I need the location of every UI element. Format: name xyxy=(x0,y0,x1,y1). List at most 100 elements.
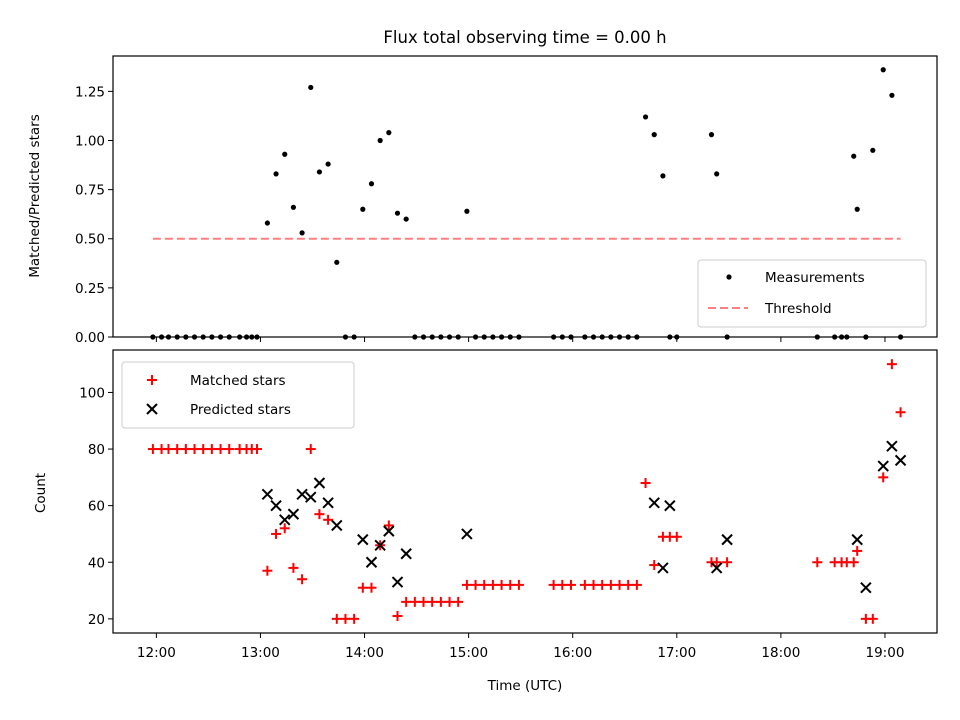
count-chart-axes: 20 40 60 80 100 12:00 13:00 14:00 15:00 16:00 17:0… xyxy=(79,349,938,661)
measurement-point xyxy=(360,206,366,212)
predicted-star-marker-b xyxy=(648,497,660,509)
legend-measurements-marker xyxy=(726,274,732,280)
measurement-point xyxy=(660,173,666,179)
matched-star-marker xyxy=(614,579,625,590)
matched-star-marker xyxy=(852,545,863,556)
ratio-y-tick-label: 0.25 xyxy=(75,281,105,297)
predicted-star-marker-b xyxy=(313,477,326,489)
predicted-star-marker-b xyxy=(461,528,473,540)
predicted-star-marker xyxy=(894,454,907,467)
measurement-point xyxy=(642,114,649,120)
measurement-point xyxy=(403,216,409,222)
predicted-star-marker xyxy=(365,556,378,568)
ratio-y-tick-label: 1.25 xyxy=(75,84,105,100)
matched-star-marker xyxy=(711,557,722,568)
ratio-chart-legend-frame xyxy=(697,259,927,328)
measurement-point xyxy=(290,204,297,210)
count-x-tick-label: 15:00 xyxy=(449,645,488,661)
count-y-tick-label: 20 xyxy=(88,612,105,628)
measurement-point xyxy=(299,230,305,236)
matched-star-marker xyxy=(383,520,394,531)
legend-matched-marker xyxy=(147,375,157,385)
matched-star-marker xyxy=(631,579,642,590)
measurement-point xyxy=(377,137,383,144)
measurement-point xyxy=(273,171,279,177)
predicted-star-marker xyxy=(400,548,412,560)
matched-star-marker xyxy=(461,579,472,590)
predicted-star-marker-b xyxy=(860,582,872,594)
predicted-star-marker-b xyxy=(383,525,395,537)
count-chart-legend: Matched stars Predicted stars xyxy=(121,361,355,429)
predicted-star-marker xyxy=(331,519,343,532)
matched-star-marker xyxy=(444,596,455,607)
measurement-point xyxy=(651,132,657,138)
matched-star-marker xyxy=(288,562,299,573)
matched-star-marker xyxy=(349,613,360,624)
predicted-star-marker xyxy=(357,533,369,546)
matched-star-marker xyxy=(251,444,262,455)
predicted-star-marker xyxy=(279,514,291,526)
count-x-tick-label: 14:00 xyxy=(345,645,384,661)
predicted-star-marker xyxy=(657,562,669,574)
ratio-y-tick-label: 0.75 xyxy=(75,183,105,199)
measurement-point xyxy=(464,208,470,214)
matched-star-marker xyxy=(505,579,516,590)
matched-star-marker xyxy=(172,444,183,455)
predicted-star-marker-b xyxy=(664,499,676,512)
matched-star-marker xyxy=(147,444,158,455)
matched-star-marker xyxy=(163,444,174,455)
predicted-star-marker xyxy=(270,499,282,512)
ratio-chart-y-axis-label: Matched/Predicted stars xyxy=(27,114,43,277)
matched-star-marker xyxy=(886,359,897,370)
measurement-point xyxy=(889,92,895,98)
legend-predicted-label: Predicted stars xyxy=(190,402,291,418)
count-x-tick-label: 18:00 xyxy=(761,645,800,661)
predicted-star-marker-b xyxy=(279,514,291,526)
ratio-chart-axes: 0.00 0.25 0.50 0.75 1.00 1.25 xyxy=(75,55,938,346)
measurement-point xyxy=(880,67,886,73)
matched-star-marker xyxy=(418,596,429,607)
matched-star-marker xyxy=(409,596,420,607)
matched-star-marker xyxy=(340,613,351,624)
matched-star-marker xyxy=(271,528,282,539)
ratio-chart-legend: Measurements Threshold xyxy=(697,259,927,328)
measurement-point xyxy=(282,151,288,157)
matched-star-marker xyxy=(597,579,608,590)
count-chart-legend-frame xyxy=(121,361,355,429)
matched-star-marker xyxy=(189,444,200,455)
ratio-y-tick-label: 0.50 xyxy=(75,232,105,248)
legend-measurements-label: Measurements xyxy=(765,270,865,286)
ratio-chart: Flux total observing time = 0.00 h Match… xyxy=(27,28,938,346)
matched-star-marker xyxy=(198,444,209,455)
measurement-point xyxy=(316,169,323,175)
count-x-tick-label: 12:00 xyxy=(137,645,176,661)
matched-star-marker xyxy=(401,596,412,607)
predicted-star-marker xyxy=(461,528,473,540)
measurement-point xyxy=(308,84,314,91)
predicted-star-marker-b xyxy=(391,576,404,588)
matched-star-marker xyxy=(323,514,334,525)
predicted-star-marker xyxy=(860,582,872,594)
count-chart: Count Time (UTC) 20 40 60 80 100 12:00 13:00 14… xyxy=(33,349,938,694)
legend-matched-label: Matched stars xyxy=(190,373,286,389)
matched-star-marker xyxy=(366,582,377,593)
predicted-star-marker xyxy=(886,440,898,452)
matched-star-marker xyxy=(224,444,235,455)
predicted-star-marker xyxy=(710,562,723,574)
predicted-star-marker xyxy=(851,533,863,546)
predicted-star-marker xyxy=(322,497,334,509)
predicted-star-marker xyxy=(383,525,395,537)
matched-star-marker xyxy=(548,579,559,590)
legend-predicted-marker xyxy=(146,403,158,415)
matched-star-marker xyxy=(848,557,859,568)
predicted-star-marker xyxy=(296,488,308,501)
ratio-y-tick-label: 0.00 xyxy=(75,330,105,346)
predicted-star-marker xyxy=(287,508,300,520)
measurement-point xyxy=(708,132,715,138)
count-x-tick-label: 13:00 xyxy=(241,645,280,661)
matched-star-marker xyxy=(878,472,889,483)
measurement-point xyxy=(870,147,876,153)
predicted-star-marker-b xyxy=(322,497,334,509)
count-chart-marks xyxy=(147,359,907,624)
count-chart-x-axis-label: Time (UTC) xyxy=(487,678,563,694)
